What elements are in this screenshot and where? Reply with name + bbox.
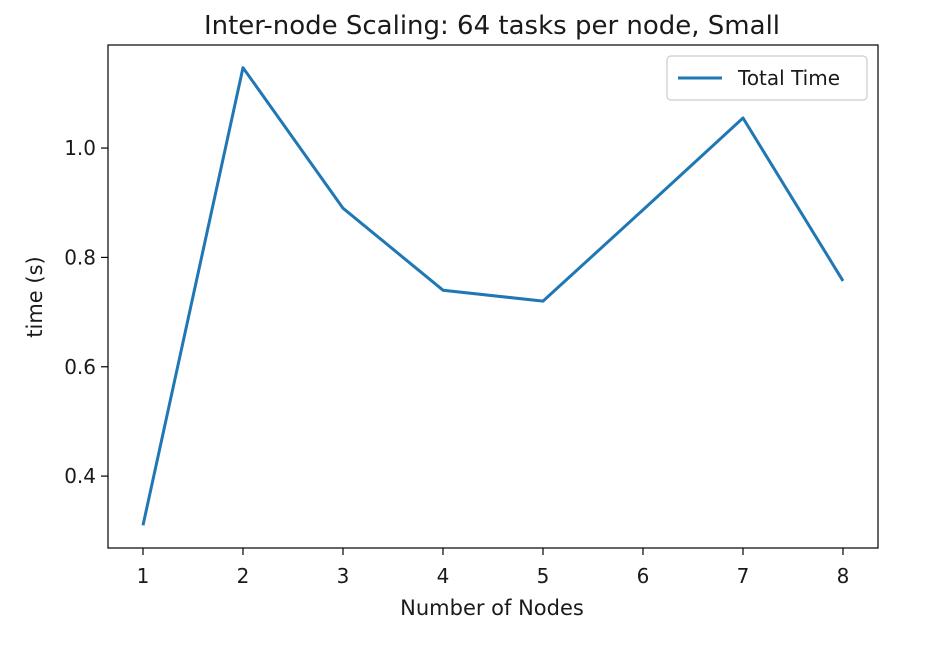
x-tick-label: 6 [637, 564, 650, 588]
x-axis: 1 2 3 4 5 6 7 8 [137, 548, 850, 588]
y-axis-label: time (s) [23, 256, 47, 337]
chart-title: Inter-node Scaling: 64 tasks per node, S… [204, 11, 780, 41]
x-tick-label: 7 [737, 564, 750, 588]
y-tick-label: 0.8 [64, 245, 96, 269]
x-axis-label: Number of Nodes [400, 596, 584, 620]
y-tick-label: 0.6 [64, 355, 96, 379]
y-axis: 0.4 0.6 0.8 1.0 [64, 136, 108, 488]
series-group [141, 66, 845, 526]
x-tick-label: 8 [837, 564, 850, 588]
x-tick-label: 5 [537, 564, 550, 588]
x-tick-label: 2 [237, 564, 250, 588]
x-tick-label: 1 [137, 564, 150, 588]
legend-box [666, 55, 868, 101]
series-line [141, 66, 845, 526]
legend: Total Time [666, 55, 868, 101]
y-tick-label: 1.0 [64, 136, 96, 160]
x-tick-label: 3 [337, 564, 350, 588]
x-tick-label: 4 [437, 564, 450, 588]
y-tick-label: 0.4 [64, 464, 96, 488]
legend-label: Total Time [737, 66, 840, 90]
